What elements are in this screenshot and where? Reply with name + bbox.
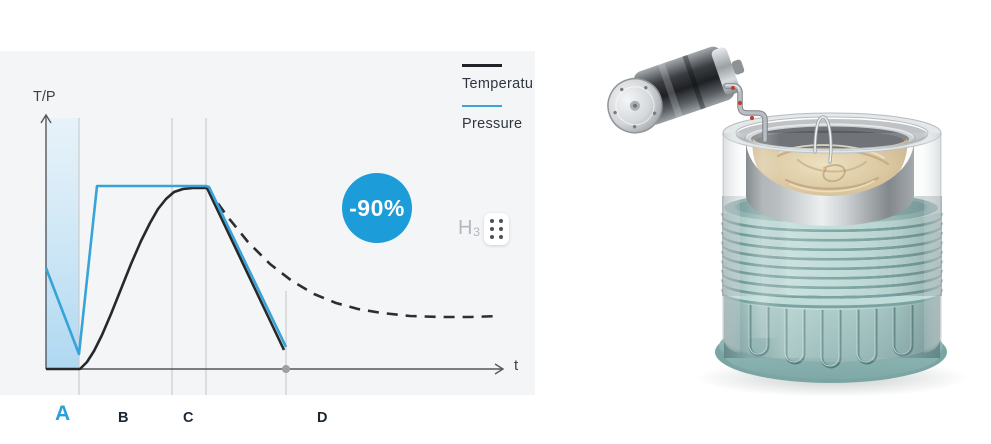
- chart-canvas: [40, 113, 505, 395]
- drag-handle-icon[interactable]: [484, 213, 509, 245]
- series-pressure: [44, 184, 288, 356]
- phase-label-c: C: [183, 410, 194, 426]
- dot: [490, 219, 494, 223]
- probe-wire: [813, 115, 833, 164]
- temperature-line-swatch: [462, 64, 502, 67]
- phase-label-a: A: [55, 402, 71, 425]
- discount-badge: -90%: [342, 173, 412, 243]
- time-marker-dot: [282, 365, 290, 373]
- axis-arrowhead: [40, 113, 52, 124]
- legend-label-temperature: Temperatu: [462, 75, 534, 92]
- heading-3-icon[interactable]: H₃: [458, 217, 481, 239]
- dot: [490, 235, 494, 239]
- y-axis-label: T/P: [33, 89, 56, 105]
- glass-jacket: [722, 112, 942, 363]
- series-temperature-dashed-projection: [205, 187, 501, 319]
- legend-item-pressure: Pressure: [462, 104, 535, 132]
- phase-label-d: D: [317, 410, 328, 426]
- legend-label-pressure: Pressure: [462, 116, 523, 132]
- pipe-fittings: [730, 85, 755, 121]
- agitator-motor: [607, 46, 745, 134]
- x-axis-label: t: [514, 357, 519, 374]
- motor-face-screws: [613, 86, 657, 129]
- series-temperature: [46, 186, 286, 371]
- motor-pipe: [723, 83, 768, 143]
- dot: [499, 219, 503, 223]
- chart-legend: Temperatu Pressure: [462, 64, 535, 132]
- dot: [499, 227, 503, 231]
- vessel-illustration: [607, 46, 969, 397]
- chart-panel: Temperatu Pressure -90% H₃: [0, 51, 535, 395]
- phase-label-b: B: [118, 410, 129, 426]
- phase-a-highlight-band: [46, 118, 79, 369]
- legend-item-temperature: Temperatu: [462, 64, 535, 92]
- axis-arrowhead: [494, 363, 505, 375]
- dot: [490, 227, 494, 231]
- dot: [499, 235, 503, 239]
- pressure-line-swatch: [462, 104, 502, 107]
